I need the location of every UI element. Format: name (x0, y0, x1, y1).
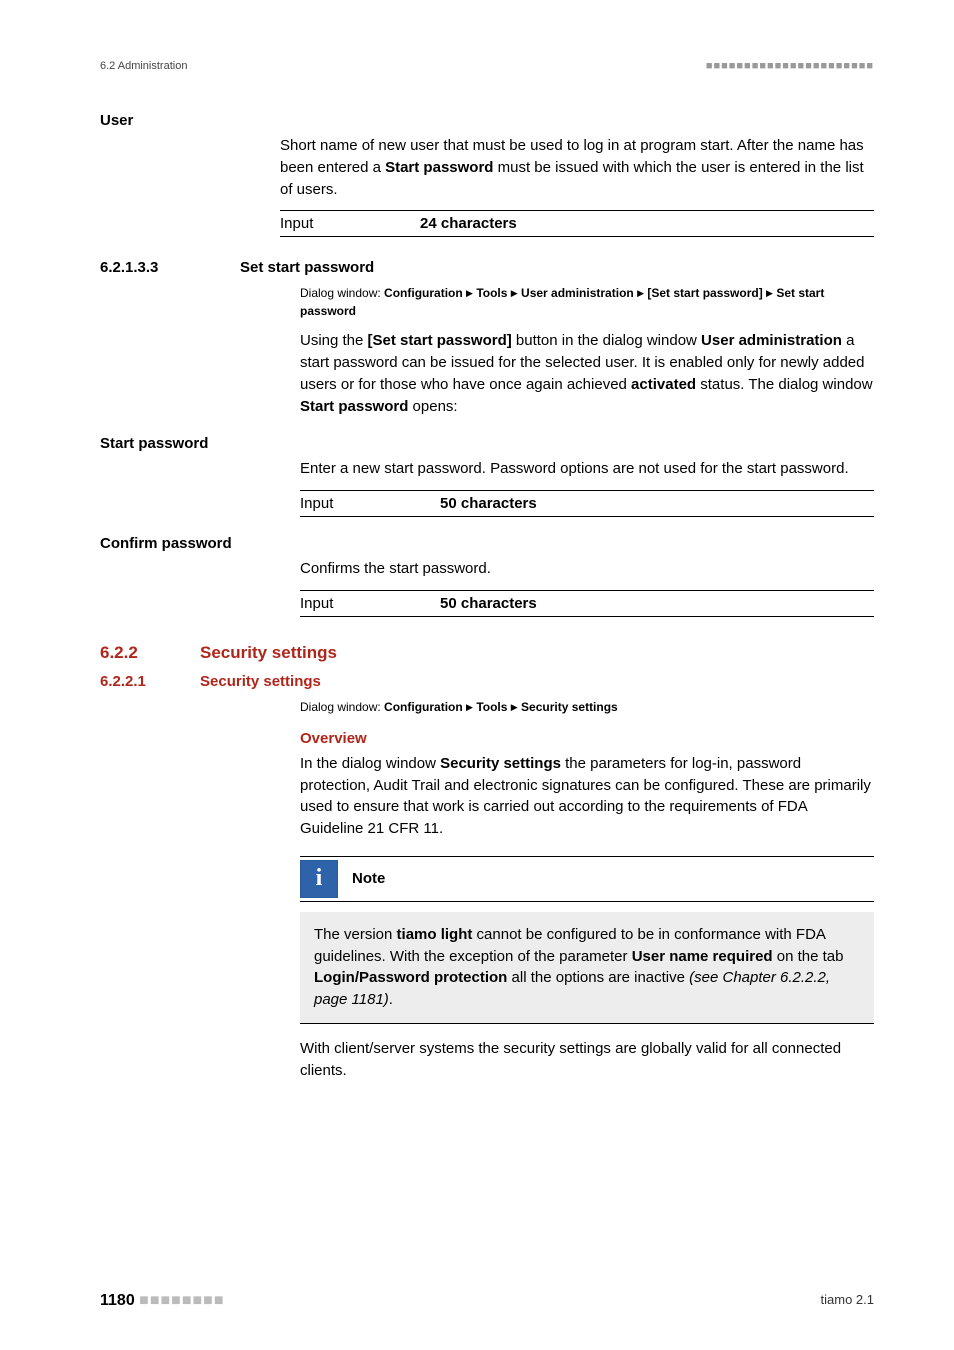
page-footer: 1180 ■■■■■■■■ tiamo 2.1 (100, 1292, 874, 1310)
heading-622-num: 6.2.2 (100, 643, 200, 663)
nb-f: Login/Password protection (314, 969, 507, 986)
nb-a: The version (314, 926, 397, 943)
heading-62133-title: Set start password (240, 259, 374, 276)
heading-622: 6.2.2 Security settings (100, 643, 874, 663)
s6221-p1a: In the dialog window (300, 755, 440, 772)
user-label: User (100, 112, 874, 129)
info-icon: i (300, 860, 338, 898)
footer-left: 1180 ■■■■■■■■ (100, 1292, 224, 1310)
breadcrumb-6221: Dialog window: Configuration ▶ Tools ▶ S… (300, 698, 874, 716)
page-header: 6.2 Administration ■■■■■■■■■■■■■■■■■■■■■… (100, 60, 874, 72)
start-password-input-label: Input (300, 495, 440, 512)
start-password-input-row: Input 50 characters (300, 490, 874, 517)
bc-62133-3: [Set start password] (647, 286, 762, 300)
heading-6221-title: Security settings (200, 673, 321, 690)
nb-d: User name required (632, 948, 773, 965)
p1f: activated (631, 376, 696, 393)
user-input-row: Input 24 characters (280, 210, 874, 237)
bc-62133-0: Configuration (384, 286, 463, 300)
heading-622-title: Security settings (200, 643, 337, 663)
confirm-password-input-row: Input 50 characters (300, 590, 874, 617)
p1i: opens: (408, 398, 457, 415)
header-left: 6.2 Administration (100, 60, 187, 72)
note-body: The version tiamo light cannot be config… (300, 912, 874, 1024)
triangle-icon: ▶ (637, 288, 644, 298)
overview-title: Overview (300, 730, 874, 747)
triangle-icon: ▶ (511, 702, 518, 712)
bc-6221-0: Configuration (384, 700, 463, 714)
p1d: User administration (701, 332, 842, 349)
triangle-icon: ▶ (511, 288, 518, 298)
start-password-input-value: 50 characters (440, 495, 537, 512)
note-box: i Note The version tiamo light cannot be… (300, 856, 874, 1024)
footer-right: tiamo 2.1 (821, 1292, 874, 1310)
triangle-icon: ▶ (466, 288, 473, 298)
p1h: Start password (300, 398, 408, 415)
bc-6221-2: Security settings (521, 700, 618, 714)
nb-e: on the tab (773, 948, 844, 965)
header-right-dots: ■■■■■■■■■■■■■■■■■■■■■■ (706, 60, 874, 72)
user-desc-bold: Start password (385, 159, 493, 176)
s6221-p1b: Security settings (440, 755, 561, 772)
footer-dots: ■■■■■■■■ (139, 1292, 224, 1309)
nb-g: all the options are inactive (507, 969, 689, 986)
user-input-label: Input (280, 215, 420, 232)
user-input-value: 24 characters (420, 215, 517, 232)
start-password-label: Start password (100, 435, 874, 452)
closing-text: With client/server systems the security … (300, 1038, 874, 1082)
note-title: Note (352, 870, 385, 887)
p1a: Using the (300, 332, 368, 349)
p1g: status. The dialog window (696, 376, 873, 393)
breadcrumb-62133: Dialog window: Configuration ▶ Tools ▶ U… (300, 284, 874, 320)
note-header: i Note (300, 856, 874, 902)
sec-62133-p1: Using the [Set start password] button in… (300, 330, 874, 417)
triangle-icon: ▶ (766, 288, 773, 298)
breadcrumb-62133-label: Dialog window: (300, 286, 384, 300)
bc-62133-1: Tools (476, 286, 507, 300)
sec-6221-p1: In the dialog window Security settings t… (300, 753, 874, 840)
heading-62133: 6.2.1.3.3 Set start password (100, 259, 874, 276)
heading-6221: 6.2.2.1 Security settings (100, 673, 874, 690)
triangle-icon: ▶ (466, 702, 473, 712)
user-desc: Short name of new user that must be used… (280, 135, 874, 200)
bc-6221-1: Tools (476, 700, 507, 714)
confirm-password-input-value: 50 characters (440, 595, 537, 612)
footer-page-num: 1180 (100, 1292, 135, 1309)
p1c: button in the dialog window (512, 332, 701, 349)
nb-i: . (389, 991, 393, 1008)
p1b: [Set start password] (368, 332, 512, 349)
start-password-desc: Enter a new start password. Password opt… (300, 458, 874, 480)
breadcrumb-6221-label: Dialog window: (300, 700, 384, 714)
heading-62133-num: 6.2.1.3.3 (100, 259, 240, 276)
confirm-password-desc: Confirms the start password. (300, 558, 874, 580)
nb-b: tiamo light (397, 926, 473, 943)
confirm-password-input-label: Input (300, 595, 440, 612)
heading-6221-num: 6.2.2.1 (100, 673, 200, 690)
bc-62133-2: User administration (521, 286, 634, 300)
confirm-password-label: Confirm password (100, 535, 874, 552)
